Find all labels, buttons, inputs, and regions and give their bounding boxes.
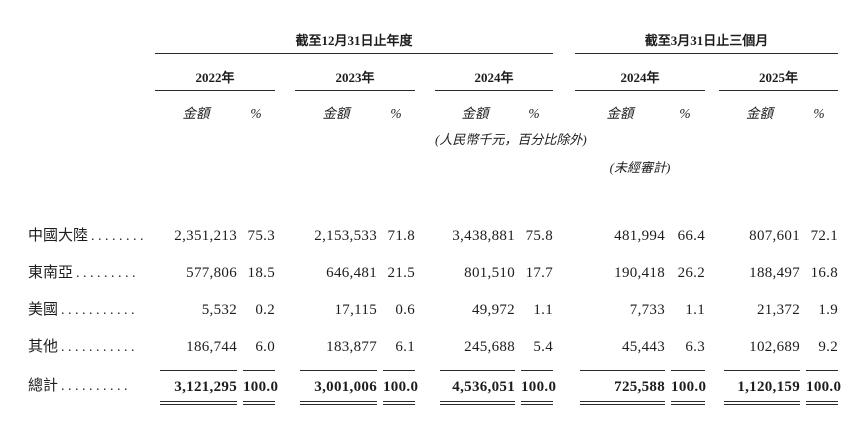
percent-cell: 17.7	[525, 265, 554, 281]
amount-column-header: 金額	[606, 106, 634, 121]
percent-column-header: %	[528, 106, 540, 121]
table-row-southeast-asia: 東南亞......... 577,806 18.5 646,481 21.5 8…	[28, 253, 838, 290]
unaudited-note-row: (未經審計)	[28, 148, 838, 176]
percent-cell: 6.1	[395, 339, 415, 355]
amount-cell: 7,733	[629, 302, 666, 318]
row-label: 東南亞	[28, 265, 74, 281]
total-amount-cell: 3,121,295	[160, 370, 237, 405]
amount-cell: 17,115	[334, 302, 377, 318]
amount-cell: 183,877	[326, 339, 377, 355]
amount-column-header: 金額	[461, 106, 489, 121]
amount-cell: 3,438,881	[452, 228, 515, 244]
year-header-q1-2025: 2025年	[719, 53, 839, 91]
percent-cell: 66.4	[677, 228, 706, 244]
percent-cell: 5.4	[533, 339, 554, 355]
amount-cell: 801,510	[464, 265, 515, 281]
amount-cell: 21,372	[756, 302, 801, 318]
percent-cell: 9.2	[818, 339, 839, 355]
percent-cell: 0.2	[255, 302, 275, 318]
annual-period-header: 截至12月31日止年度	[155, 30, 554, 54]
amount-column-header: 金額	[182, 106, 210, 121]
total-amount-cell: 725,588	[580, 370, 666, 405]
row-label: 總計	[28, 378, 59, 394]
table-row-mainland-china: 中國大陸........ 2,351,213 75.3 2,153,533 71…	[28, 216, 838, 253]
financial-table-page: 截至12月31日止年度 截至3月31日止三個月 2022年 2023年 2024…	[28, 30, 841, 405]
amount-cell: 102,689	[749, 339, 801, 355]
row-label: 其他	[28, 339, 59, 355]
percent-cell: 6.3	[685, 339, 706, 355]
amount-cell: 49,972	[471, 302, 515, 318]
year-header-row: 2022年 2023年 2024年 2024年 2025年	[28, 53, 839, 91]
percent-cell: 21.5	[387, 265, 415, 281]
dot-leader: ...........	[61, 340, 139, 355]
table-row-others: 其他........... 186,744 6.0 183,877 6.1 24…	[28, 327, 838, 364]
percent-cell: 18.5	[247, 265, 275, 281]
percent-column-header: %	[250, 106, 262, 121]
year-header-q1-2024: 2024年	[575, 53, 706, 91]
percent-column-header: %	[679, 106, 691, 121]
amount-cell: 186,744	[186, 339, 237, 355]
amount-cell: 190,418	[614, 265, 666, 281]
percent-cell: 72.1	[810, 228, 839, 244]
percent-cell: 6.0	[255, 339, 275, 355]
amount-cell: 188,497	[749, 265, 801, 281]
quarterly-period-header: 截至3月31日止三個月	[575, 30, 839, 54]
amount-column-header: 金額	[746, 106, 774, 121]
total-amount-cell: 1,120,159	[724, 370, 801, 405]
amount-cell: 807,601	[749, 228, 801, 244]
row-label: 美國	[28, 302, 59, 318]
dot-leader: .........	[76, 266, 140, 281]
total-percent-cell: 100.0	[521, 370, 556, 405]
total-percent-cell: 100.0	[671, 370, 706, 405]
percent-cell: 1.1	[685, 302, 706, 318]
total-amount-cell: 4,536,051	[440, 370, 515, 405]
amount-column-header: 金額	[322, 106, 350, 121]
table-row-total: 總計.......... 3,121,295 100.0 3,001,006 1…	[28, 364, 841, 405]
amount-cell: 5,532	[201, 302, 237, 318]
column-header-row: 金額 % 金額 % 金額 % 金額 % 金額 %	[28, 91, 838, 123]
total-percent-cell: 100.0	[243, 370, 278, 405]
spacer-row	[28, 176, 838, 216]
percent-column-header: %	[813, 106, 825, 121]
year-header-2023: 2023年	[295, 53, 415, 91]
amount-cell: 481,994	[614, 228, 666, 244]
period-section-row: 截至12月31日止年度 截至3月31日止三個月	[28, 30, 839, 54]
row-label: 中國大陸	[28, 228, 89, 244]
table-row-usa: 美國........... 5,532 0.2 17,115 0.6 49,97…	[28, 290, 838, 327]
percent-cell: 1.9	[818, 302, 839, 318]
amount-cell: 646,481	[326, 265, 377, 281]
unaudited-note: (未經審計)	[609, 160, 671, 175]
percent-cell: 1.1	[533, 302, 554, 318]
year-header-2022: 2022年	[155, 53, 275, 91]
percent-cell: 16.8	[810, 265, 839, 281]
percent-cell: 75.3	[247, 228, 275, 244]
dot-leader: ..........	[61, 379, 132, 394]
percent-cell: 71.8	[387, 228, 415, 244]
amount-cell: 245,688	[464, 339, 515, 355]
total-percent-cell: 100.0	[383, 370, 418, 405]
amount-cell: 577,806	[186, 265, 237, 281]
percent-cell: 0.6	[395, 302, 415, 318]
dot-leader: ...........	[61, 303, 139, 318]
total-amount-cell: 3,001,006	[300, 370, 377, 405]
total-percent-cell: 100.0	[806, 370, 841, 405]
amount-cell: 45,443	[621, 339, 666, 355]
unit-note-row: (人民幣千元，百分比除外)	[28, 122, 838, 148]
revenue-by-geography-table: 截至12月31日止年度 截至3月31日止三個月 2022年 2023年 2024…	[28, 30, 841, 405]
currency-unit-note: (人民幣千元，百分比除外)	[435, 132, 587, 147]
percent-cell: 26.2	[677, 265, 706, 281]
percent-cell: 75.8	[525, 228, 554, 244]
year-header-2024: 2024年	[435, 53, 554, 91]
percent-column-header: %	[390, 106, 402, 121]
amount-cell: 2,153,533	[314, 228, 377, 244]
dot-leader: ........	[91, 229, 148, 244]
amount-cell: 2,351,213	[174, 228, 237, 244]
